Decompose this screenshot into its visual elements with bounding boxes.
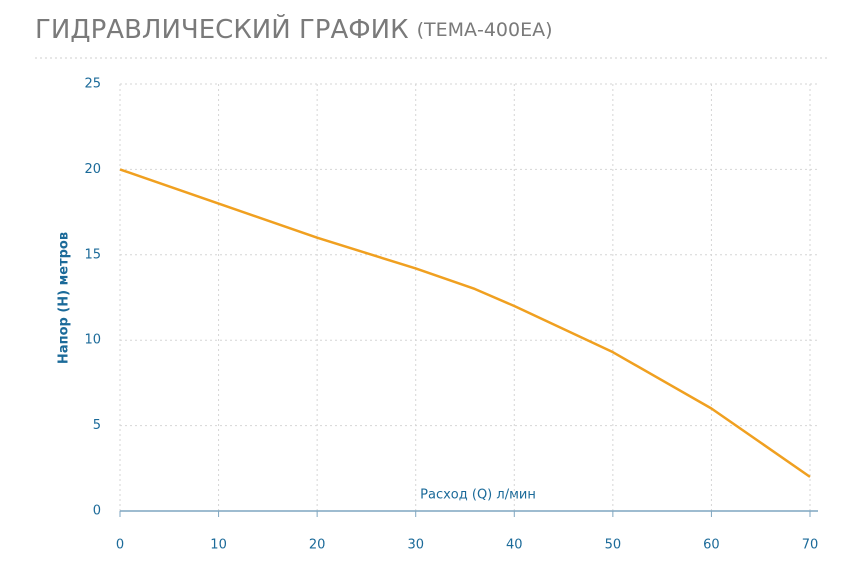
y-tick-label: 15	[84, 247, 101, 262]
y-tick-label: 25	[84, 77, 101, 92]
x-tick-label: 70	[802, 538, 819, 553]
x-tick-label: 20	[309, 538, 326, 553]
y-tick-label: 20	[84, 162, 101, 177]
subtitle: (ТЕМА-400ЕА)	[417, 19, 553, 41]
x-tick-label: 50	[605, 538, 622, 553]
x-tick-label: 40	[506, 538, 523, 553]
y-tick-label: 0	[93, 504, 101, 519]
x-tick-label: 60	[703, 538, 720, 553]
y-tick-label: 10	[84, 333, 101, 348]
x-tick-label: 10	[210, 538, 227, 553]
x-tick-label: 0	[116, 538, 124, 553]
x-axis-label: Расход (Q) л/мин	[420, 488, 536, 503]
x-tick-label: 30	[407, 538, 424, 553]
y-axis-label: Напор (Н) метров	[57, 232, 72, 364]
y-tick-label: 5	[93, 418, 101, 433]
data-line	[119, 168, 811, 478]
title: ГИДРАВЛИЧЕСКИЙ ГРАФИК	[35, 13, 409, 45]
chart-title: ГИДРАВЛИЧЕСКИЙ ГРАФИК (ТЕМА-400ЕА)	[35, 13, 553, 45]
